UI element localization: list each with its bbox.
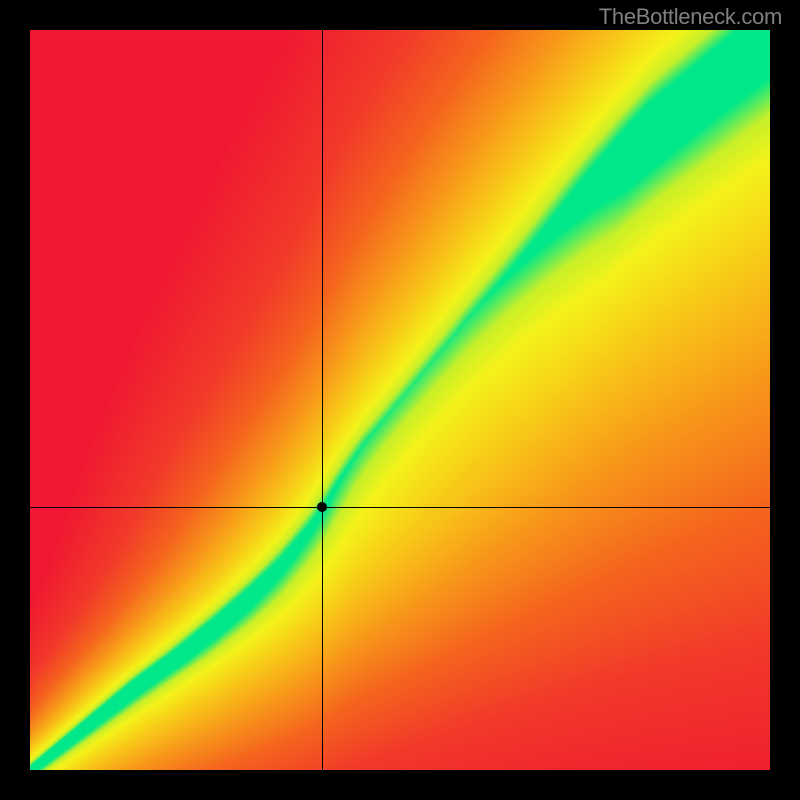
heatmap-canvas [30,30,770,770]
data-point-marker [317,502,327,512]
watermark-text: TheBottleneck.com [599,4,782,30]
crosshair-vertical [322,30,323,770]
plot-area [30,30,770,770]
crosshair-horizontal [30,507,770,508]
